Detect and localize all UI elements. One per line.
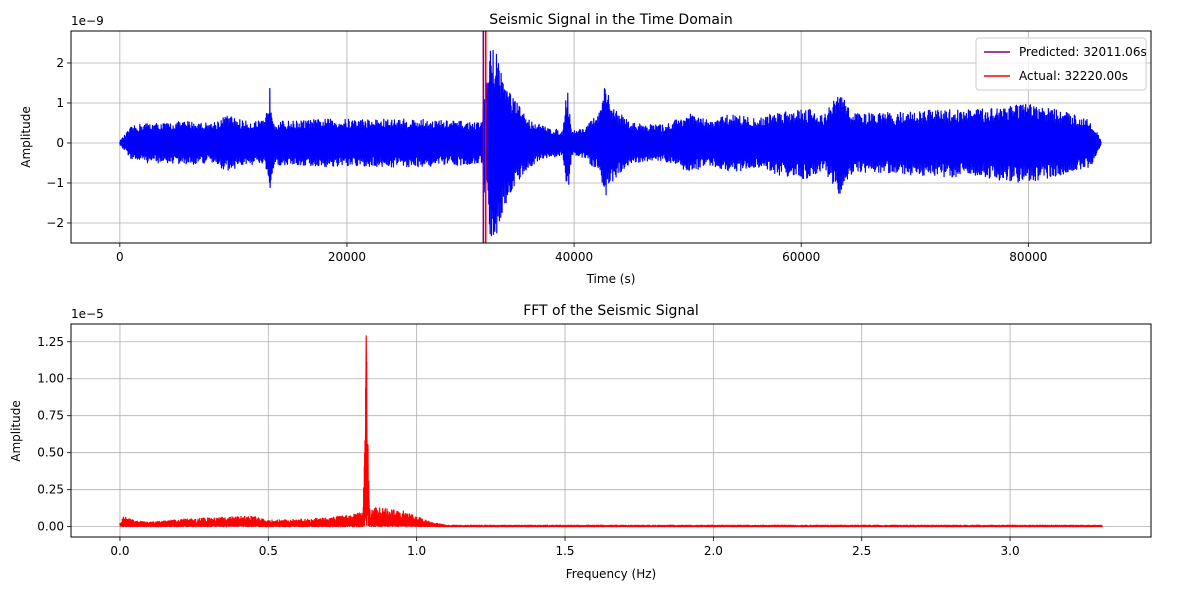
time-domain-ytick-label: −1: [46, 176, 64, 190]
time-domain-title: Seismic Signal in the Time Domain: [489, 12, 733, 28]
time-domain-event-lines: [482, 31, 487, 243]
time-domain-legend: Predicted: 32011.06s Actual: 32220.00s: [975, 37, 1147, 91]
fft-xtick-label: 3.0: [1001, 544, 1020, 558]
legend-predicted-label: Predicted: 32011.06s: [1019, 45, 1147, 59]
fft-gridlines: [71, 324, 1151, 537]
time-domain-ytick-label: −2: [46, 216, 64, 230]
time-domain-xtick-label: 40000: [555, 250, 593, 264]
time-domain-ytick-label: 1: [56, 96, 64, 110]
time-domain-xtick-label: 0: [116, 250, 124, 264]
fft-ylabel: Amplitude: [9, 400, 23, 462]
time-domain-ytick-label: 2: [56, 56, 64, 70]
fft-offset-text: 1e−5: [71, 307, 104, 321]
time-domain-signal: [119, 49, 1102, 237]
fft-ytick-label: 1.00: [37, 372, 64, 386]
fft-ytick-label: 0.25: [37, 483, 64, 497]
fft-xlabel: Frequency (Hz): [566, 567, 657, 581]
time-domain-ticks: 0 20000 40000 60000 80000 −2 −1 0 1 2: [46, 56, 1047, 264]
fft-axes-frame: [70, 323, 1152, 538]
time-domain-plot: 0 20000 40000 60000 80000 −2 −1 0 1 2 Seismic Sig…: [19, 12, 1152, 286]
time-domain-offset-text: 1e−9: [71, 14, 104, 28]
fft-xtick-label: 2.0: [704, 544, 723, 558]
time-domain-xlabel: Time (s): [586, 272, 636, 286]
fft-xtick-label: 1.5: [555, 544, 574, 558]
fft-xtick-label: 2.5: [852, 544, 871, 558]
time-domain-xtick-label: 20000: [328, 250, 366, 264]
legend-frame: [975, 37, 1147, 91]
time-domain-series-line: [119, 49, 1102, 237]
time-domain-ylabel: Amplitude: [19, 106, 33, 168]
fft-xtick-label: 0.5: [259, 544, 278, 558]
fft-spectrum: [119, 335, 1103, 528]
legend-actual-label: Actual: 32220.00s: [1019, 69, 1128, 83]
fft-ytick-label: 0.75: [37, 409, 64, 423]
time-domain-ytick-label: 0: [56, 136, 64, 150]
fft-ticks: 0.0 0.5 1.0 1.5 2.0 2.5 3.0 0.00 0.25 0.50 0.75 1.0…: [37, 335, 1019, 558]
time-domain-xtick-label: 80000: [1009, 250, 1047, 264]
fft-series-line: [119, 335, 1103, 528]
time-domain-axes-frame: [70, 30, 1152, 244]
fft-xtick-label: 0.0: [110, 544, 129, 558]
fft-ytick-label: 1.25: [37, 335, 64, 349]
time-domain-xtick-label: 60000: [782, 250, 820, 264]
fft-plot: 0.0 0.5 1.0 1.5 2.0 2.5 3.0 0.00 0.25 0.50 0.75 1.0…: [9, 303, 1152, 581]
fft-title: FFT of the Seismic Signal: [523, 303, 699, 319]
fft-ytick-label: 0.00: [37, 520, 64, 534]
fft-xtick-label: 1.0: [407, 544, 426, 558]
fft-ytick-label: 0.50: [37, 446, 64, 460]
